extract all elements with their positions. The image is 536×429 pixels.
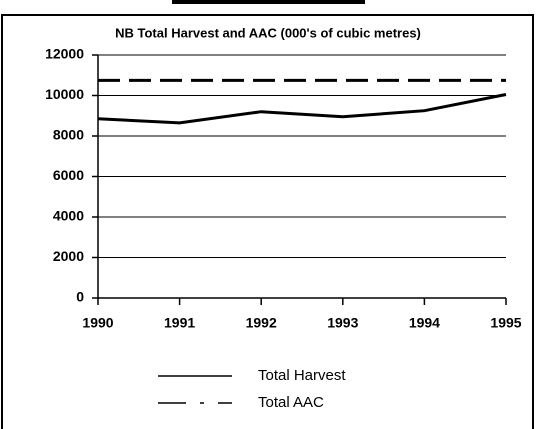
y-tick-label: 12000 (45, 46, 84, 62)
y-tick-label: 4000 (53, 208, 84, 224)
y-tick-label: 8000 (53, 127, 84, 143)
top-bar (172, 0, 365, 4)
y-tick-label: 2000 (53, 248, 84, 264)
x-tick-label: 1995 (490, 315, 521, 331)
y-tick-label: 10000 (45, 86, 84, 102)
x-tick-label: 1993 (327, 315, 358, 331)
x-tick-label: 1994 (409, 315, 440, 331)
chart-title: NB Total Harvest and AAC (000's of cubic… (115, 25, 421, 40)
legend-label: Total AAC (258, 394, 324, 411)
chart-border (1, 14, 534, 429)
series-line (97, 93, 507, 125)
x-tick-label: 1992 (246, 315, 277, 331)
y-tick-label: 0 (76, 289, 84, 305)
y-tick-label: 6000 (53, 167, 84, 183)
legend-label: Total Harvest (258, 367, 346, 384)
x-tick-label: 1991 (164, 315, 195, 331)
x-tick-label: 1990 (82, 315, 113, 331)
